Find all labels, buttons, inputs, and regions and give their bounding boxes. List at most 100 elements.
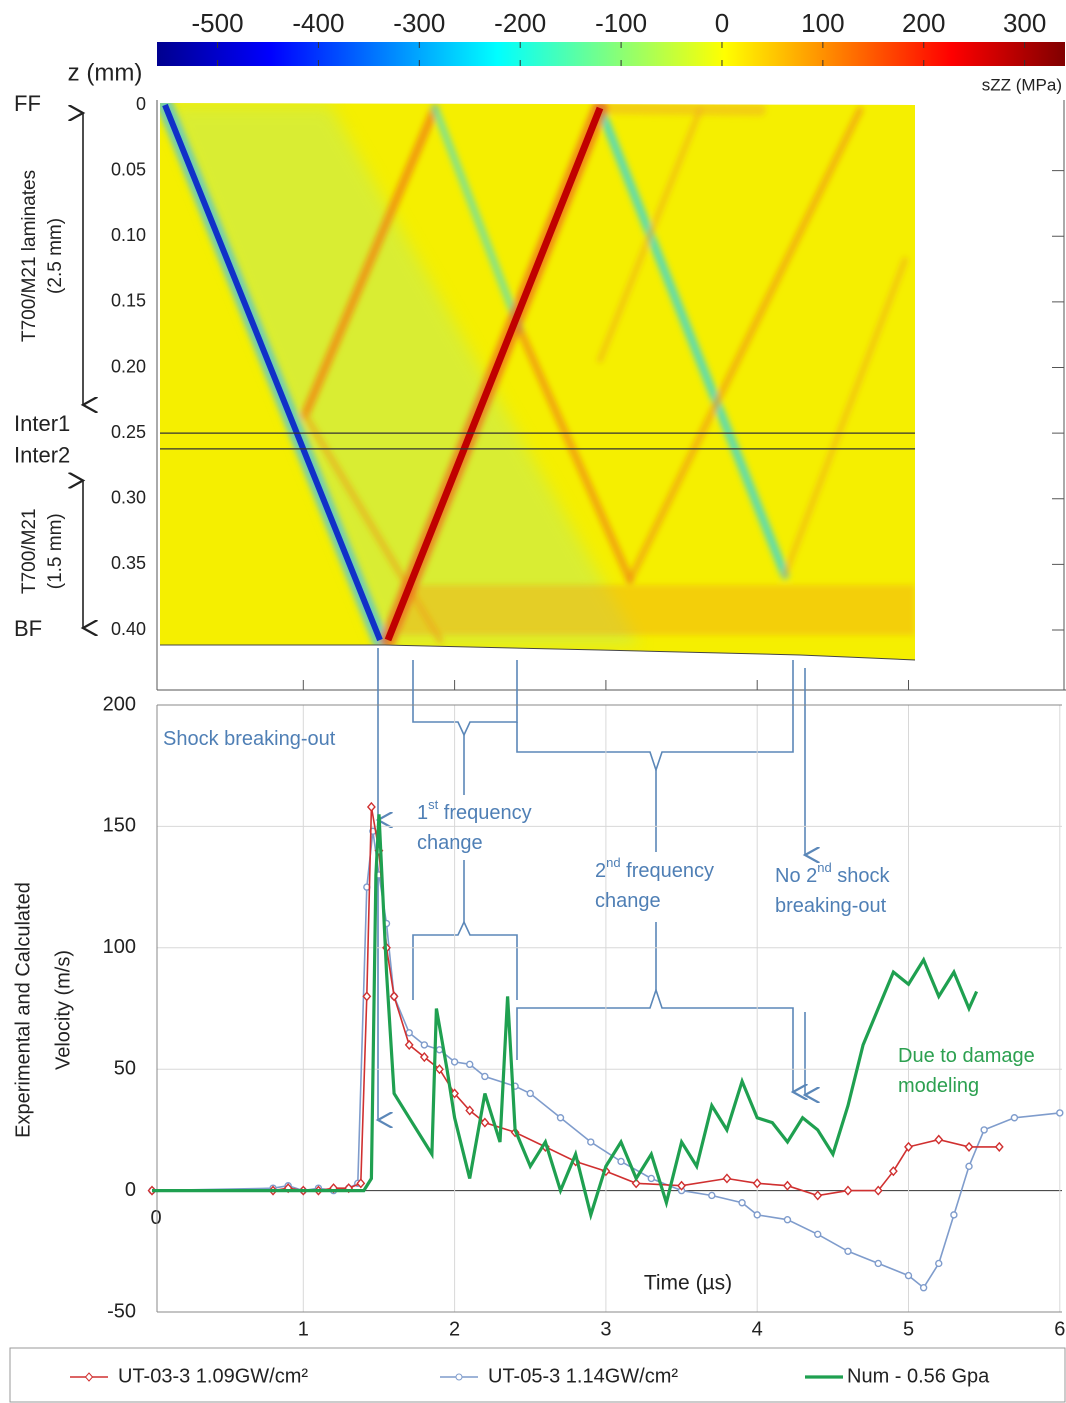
layer-label: BF <box>14 616 42 641</box>
y-tick-label: 200 <box>103 693 136 715</box>
colorbar-tick-label: -400 <box>292 8 344 38</box>
y-tick-label: 0.20 <box>111 356 146 376</box>
annotation: No 2nd shock <box>775 860 891 887</box>
annotation: 2nd frequency <box>595 855 714 882</box>
annotation-run: modeling <box>898 1075 979 1097</box>
y-tick-label: 0.10 <box>111 225 146 245</box>
region-label: (1.5 mm) <box>45 513 66 589</box>
annotation-run: change <box>417 832 483 854</box>
point <box>919 1284 928 1292</box>
point <box>783 1216 792 1224</box>
y-tick-label: 0 <box>125 1179 136 1201</box>
legend-label: UT-03-3 1.09GW/cm² <box>118 1365 308 1387</box>
point <box>813 1190 823 1201</box>
x-tick-label: 0 <box>150 1207 161 1229</box>
point <box>362 991 372 1002</box>
point <box>708 1191 716 1200</box>
point <box>722 1173 732 1184</box>
region-label: T700/M21 laminates <box>19 170 40 342</box>
region-label: T700/M21 <box>19 508 40 594</box>
legend-box <box>9 1347 1066 1403</box>
colorbar-tick-label: 0 <box>715 8 729 38</box>
y-tick-label: -50 <box>107 1300 136 1322</box>
colorbar-tick-label: -300 <box>393 8 445 38</box>
annotation-run: 1 <box>417 802 428 824</box>
point <box>481 1072 489 1081</box>
point <box>465 1105 475 1116</box>
annotation-run: shock <box>832 865 891 887</box>
point <box>814 1230 822 1239</box>
layer-label: Inter2 <box>14 443 70 468</box>
annotation-run: Shock breaking-out <box>163 728 336 750</box>
annotation-run: Due to damage <box>898 1045 1035 1067</box>
colorbar-tick-label: -500 <box>192 8 244 38</box>
x-tick-label: 6 <box>1054 1318 1065 1340</box>
point <box>435 1064 444 1075</box>
point <box>480 1117 490 1128</box>
point <box>752 1178 762 1189</box>
point <box>904 1141 913 1152</box>
y-tick-label: 0.30 <box>111 488 146 508</box>
point <box>1010 1114 1019 1122</box>
point <box>466 1060 474 1069</box>
point <box>964 1141 974 1152</box>
heatmap-field <box>160 103 915 660</box>
point <box>1056 1109 1064 1117</box>
annotation-run: nd <box>606 855 620 870</box>
point <box>647 1174 655 1183</box>
point <box>405 1029 413 1037</box>
annotation: change <box>595 890 661 912</box>
y-tick-label: 0.40 <box>111 619 146 639</box>
point <box>950 1211 958 1219</box>
point <box>994 1141 1004 1152</box>
x-tick-label: 2 <box>449 1318 460 1340</box>
point <box>935 1259 943 1268</box>
point <box>419 1051 429 1063</box>
layer-label: FF <box>14 91 41 116</box>
point <box>366 801 376 813</box>
point <box>904 1271 913 1280</box>
point <box>934 1134 944 1145</box>
annotation: Shock breaking-out <box>163 728 336 750</box>
x-axis-label: Time (µs) <box>644 1272 732 1295</box>
point <box>783 1180 792 1191</box>
annotation-run: change <box>595 890 661 912</box>
annotation-run: st <box>428 797 439 812</box>
annotation-run: breaking-out <box>775 895 887 917</box>
y-axis-label: z (mm) <box>68 59 143 86</box>
layer-label: Inter1 <box>14 411 70 436</box>
colorbar-tick-label: -200 <box>494 8 546 38</box>
y-axis-label: Velocity (m/s) <box>52 950 74 1070</box>
y-tick-label: 0.05 <box>111 159 146 179</box>
y-tick-label: 0.25 <box>111 422 146 442</box>
y-tick-label: 50 <box>114 1057 136 1079</box>
point <box>556 1114 565 1122</box>
annotation-run: nd <box>817 860 831 875</box>
y-axis-label: Experimental and Calculated <box>12 882 34 1138</box>
point <box>450 1088 460 1099</box>
annotation: change <box>417 832 483 854</box>
heatmap-edge <box>160 644 916 661</box>
point <box>631 1178 641 1189</box>
point <box>965 1162 973 1171</box>
point <box>873 1185 883 1196</box>
annotation: modeling <box>898 1075 979 1097</box>
annotation-run: No 2 <box>775 865 817 887</box>
legend-label: UT-05-3 1.14GW/cm² <box>488 1365 678 1387</box>
point <box>980 1126 988 1134</box>
point <box>587 1138 595 1146</box>
legend-marker <box>84 1372 94 1382</box>
region-label: (2.5 mm) <box>45 218 66 294</box>
point <box>843 1185 853 1196</box>
point <box>526 1089 534 1098</box>
annotation: breaking-out <box>775 895 887 917</box>
legend-marker <box>455 1373 463 1381</box>
annotation-brackets <box>378 648 805 1120</box>
point <box>404 1039 414 1050</box>
y-tick-label: 0.15 <box>111 291 146 311</box>
colorbar-tick-label: 300 <box>1003 8 1046 38</box>
annotation-run: frequency <box>621 860 714 882</box>
colorbar-tick-label: 100 <box>801 8 844 38</box>
x-tick-label: 3 <box>600 1318 611 1340</box>
